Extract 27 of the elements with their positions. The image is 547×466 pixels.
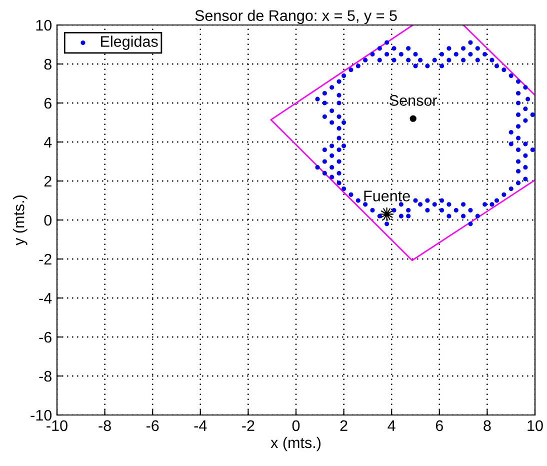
y-axis-title: y (mts.) — [13, 195, 28, 246]
y-tick-label: -6 — [39, 332, 52, 343]
y-tick-label: 8 — [44, 58, 52, 70]
x-tick-label: -8 — [98, 420, 111, 432]
x-axis-title: x (mts.) — [270, 436, 321, 452]
x-tick-label: 0 — [292, 420, 300, 432]
annotation: Fuente — [364, 190, 410, 202]
y-tick-label: 0 — [44, 214, 52, 226]
y-tick-label: 6 — [44, 98, 52, 109]
x-tick-label: -4 — [194, 420, 207, 431]
x-tick-label: 2 — [340, 420, 348, 431]
y-tick-label: -4 — [39, 293, 52, 304]
chart-title: Sensor de Rango: x = 5, y = 5 — [195, 10, 397, 24]
y-tick-label: 10 — [36, 20, 52, 31]
x-tick-label: 4 — [388, 420, 396, 431]
y-tick-label: -8 — [39, 370, 52, 382]
annotation: Sensor — [390, 95, 438, 106]
x-tick-label: 10 — [528, 420, 543, 432]
y-tick-label: -2 — [39, 254, 52, 265]
x-tick-label: 6 — [436, 420, 443, 432]
y-tick-label: -10 — [30, 410, 52, 421]
y-tick-label: 2 — [44, 176, 52, 187]
x-tick-label: 8 — [484, 420, 491, 432]
x-tick-label: -2 — [242, 420, 254, 431]
legend-label: Elegidas — [101, 36, 158, 50]
y-tick-label: 4 — [44, 137, 52, 148]
x-tick-label: -6 — [146, 420, 159, 432]
